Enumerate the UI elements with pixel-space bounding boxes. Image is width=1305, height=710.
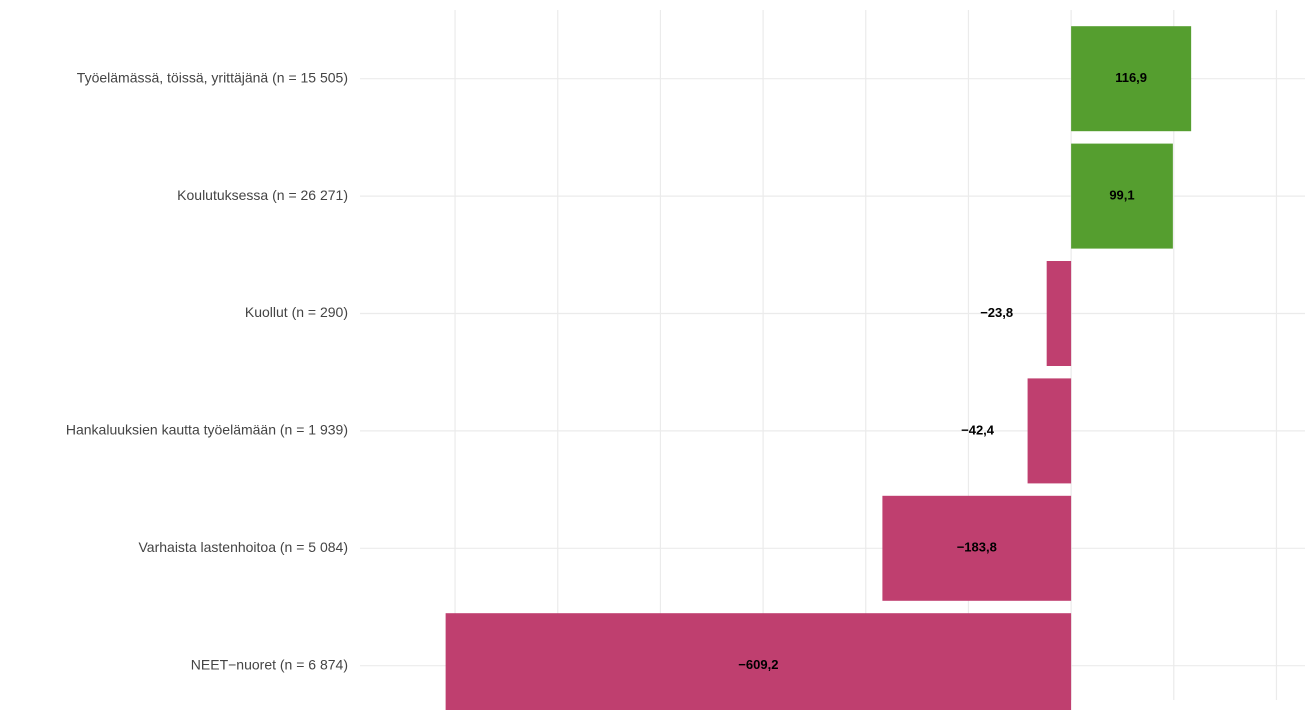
y-tick-label: Työelämässä, töissä, yrittäjänä (n = 15 … bbox=[77, 69, 348, 85]
value-label: −609,2 bbox=[738, 657, 778, 672]
value-label: 99,1 bbox=[1109, 188, 1134, 203]
y-tick-label: Koulutuksessa (n = 26 271) bbox=[177, 187, 348, 203]
y-tick-label: Kuollut (n = 290) bbox=[245, 304, 348, 320]
bar bbox=[445, 613, 1072, 710]
bar bbox=[1027, 378, 1072, 484]
value-label: −42,4 bbox=[961, 422, 995, 437]
value-label: −183,8 bbox=[957, 540, 997, 555]
y-tick-label: Varhaista lastenhoitoa (n = 5 084) bbox=[139, 539, 349, 555]
bar bbox=[882, 495, 1072, 601]
bar bbox=[1046, 261, 1072, 366]
bar bbox=[1071, 143, 1173, 249]
y-tick-label: NEET−nuoret (n = 6 874) bbox=[191, 656, 348, 672]
value-label: 116,9 bbox=[1115, 70, 1147, 85]
bar bbox=[1071, 26, 1192, 132]
value-label: −23,8 bbox=[980, 305, 1013, 320]
y-tick-label: Hankaluuksien kautta työelämään (n = 1 9… bbox=[66, 422, 348, 438]
